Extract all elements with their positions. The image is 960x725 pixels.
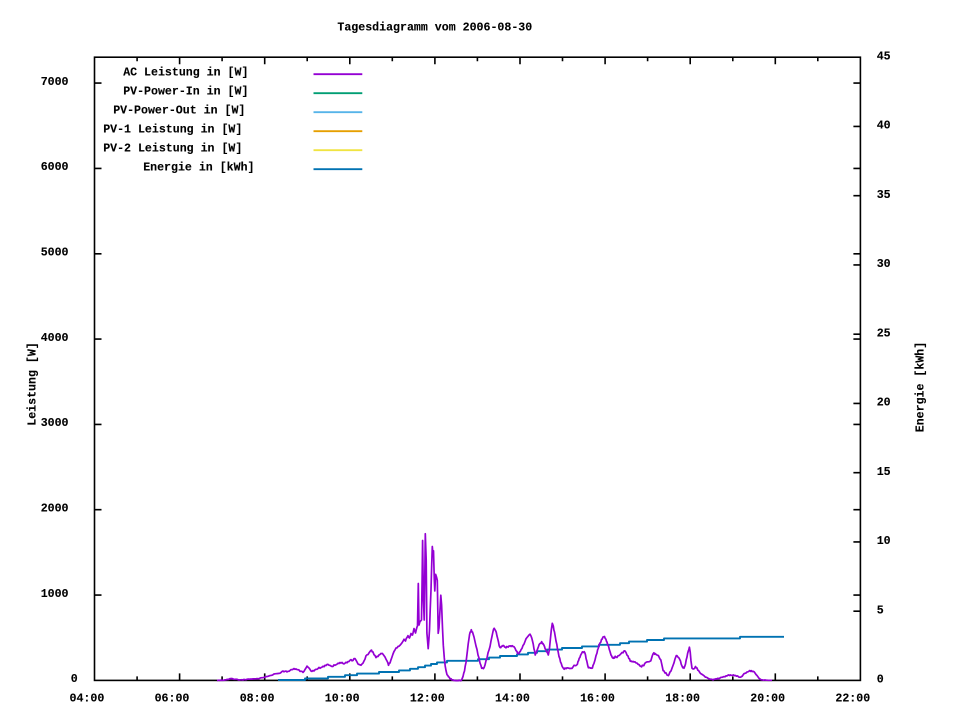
svg-text:18:00: 18:00: [665, 693, 700, 706]
svg-text:3000: 3000: [41, 417, 69, 430]
svg-text:12:00: 12:00: [410, 693, 445, 706]
svg-text:10:00: 10:00: [325, 693, 360, 706]
svg-text:0: 0: [877, 674, 884, 687]
svg-text:PV-2 Leistung in [W]: PV-2 Leistung in [W]: [103, 143, 242, 156]
svg-text:15: 15: [877, 466, 891, 479]
svg-text:PV-Power-Out in [W]: PV-Power-Out in [W]: [113, 105, 245, 118]
svg-text:5000: 5000: [41, 247, 69, 260]
svg-text:5: 5: [877, 604, 884, 617]
svg-text:Tagesdiagramm vom 2006-08-30: Tagesdiagramm vom 2006-08-30: [337, 22, 532, 35]
svg-text:35: 35: [877, 189, 891, 202]
svg-text:AC Leistung in [W]: AC Leistung in [W]: [123, 67, 248, 80]
svg-text:PV-Power-In in [W]: PV-Power-In in [W]: [123, 86, 248, 99]
svg-text:08:00: 08:00: [240, 693, 275, 706]
svg-text:Energie [kWh]: Energie [kWh]: [915, 342, 928, 432]
svg-text:7000: 7000: [41, 76, 69, 89]
svg-text:PV-1 Leistung in [W]: PV-1 Leistung in [W]: [103, 124, 242, 137]
svg-text:04:00: 04:00: [70, 693, 105, 706]
svg-text:0: 0: [71, 673, 78, 686]
svg-text:40: 40: [877, 120, 891, 133]
svg-text:Leistung [W]: Leistung [W]: [26, 342, 39, 426]
svg-text:25: 25: [877, 327, 891, 340]
svg-text:16:00: 16:00: [580, 693, 615, 706]
svg-text:22:00: 22:00: [835, 693, 870, 706]
svg-text:30: 30: [877, 258, 891, 271]
svg-text:4000: 4000: [41, 332, 69, 345]
svg-text:06:00: 06:00: [155, 693, 190, 706]
svg-text:20:00: 20:00: [750, 693, 785, 706]
svg-text:2000: 2000: [41, 503, 69, 516]
svg-text:10: 10: [877, 535, 891, 548]
svg-text:45: 45: [877, 50, 891, 63]
svg-text:20: 20: [877, 397, 891, 410]
svg-text:1000: 1000: [41, 588, 69, 601]
svg-text:14:00: 14:00: [495, 693, 530, 706]
svg-text:Energie in [kWh]: Energie in [kWh]: [143, 162, 254, 175]
svg-text:6000: 6000: [41, 161, 69, 174]
